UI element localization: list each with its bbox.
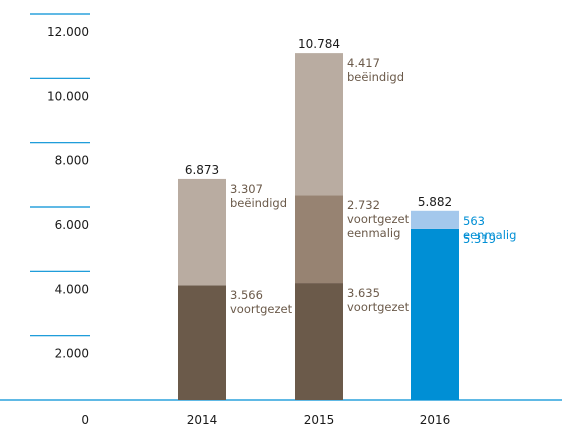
total-label: 10.784 [298,37,340,51]
y-tick-label: 0 [81,413,89,426]
segment-value-label: 3.307 beëindigd [230,182,290,210]
y-tick-label: 6.000 [55,218,89,232]
bar-segment [411,228,459,400]
segment-value-label: 2.732 voortgezet eenmalig [347,198,410,241]
x-tick-label: 2014 [187,413,218,426]
segment-value-label: 3.635 voortgezet [347,286,410,315]
y-tick-label: 4.000 [55,282,89,296]
segment-name: beëindigd [230,195,288,210]
total-label: 6.873 [185,163,219,177]
segment-name: voortgezet [230,302,293,317]
y-tick-label: 2.000 [55,347,89,361]
x-tick-label: 2015 [304,413,335,426]
y-tick-label: 12.000 [47,25,89,39]
segment-value-label: 5.319 [463,231,496,246]
bar-segment [178,178,226,286]
segment-value-label: 4.417 beëindigd [347,56,407,84]
bar-segment [295,283,343,400]
segment-value-label: 563 eenmalig [463,214,523,242]
y-tick-label: 8.000 [55,154,89,168]
segment-name: voortgezet [347,300,410,315]
bar-segment [295,195,343,284]
segment-name: eenmalig [463,227,517,242]
bar-segment [295,53,343,196]
x-tick-label: 2016 [420,413,451,426]
segment-name: voortgezet eenmalig [347,212,410,241]
y-tick-label: 10.000 [47,89,89,103]
total-label: 5.882 [418,195,452,209]
bar-segment [178,285,226,400]
segment-name: beëindigd [347,70,405,85]
segment-value-label: 3.566 voortgezet [230,288,293,317]
bar-segment [411,210,459,229]
